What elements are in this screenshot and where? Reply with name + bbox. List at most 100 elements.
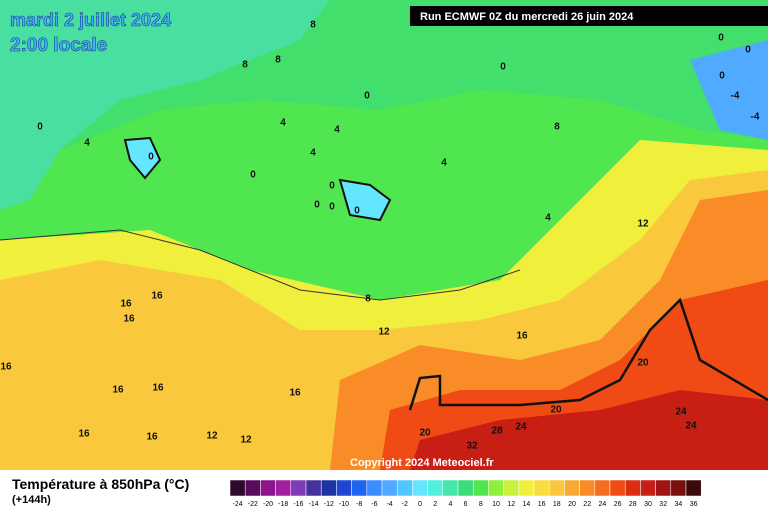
colorbar-cell (320, 479, 337, 497)
iceland (338, 178, 392, 222)
contour-label: 24 (515, 422, 527, 433)
colorbar-cell (472, 479, 489, 497)
colorbar-label: 36 (690, 501, 698, 508)
contour-label: 4 (441, 158, 447, 169)
contour-label: 12 (378, 327, 390, 338)
colorbar-cell (229, 479, 246, 497)
contour-label: 16 (289, 388, 301, 399)
colorbar-label: -2 (402, 501, 408, 508)
colorbar-label: 8 (479, 501, 483, 508)
contour-label: 16 (120, 299, 132, 310)
colorbar-cell (655, 479, 672, 497)
contour-label: 8 (310, 20, 316, 31)
contour-label: 0 (364, 91, 370, 102)
colorbar-label: 28 (629, 501, 637, 508)
colorbar-cell (670, 479, 687, 497)
isotherm-20 (408, 297, 768, 411)
contour-label: 16 (112, 385, 124, 396)
colorbar-cell (366, 479, 383, 497)
contour-label: 4 (545, 213, 551, 224)
contour-label: -4 (751, 112, 760, 123)
contour-label: 24 (685, 421, 697, 432)
contour-label: 28 (491, 426, 503, 437)
colorbar-cell (275, 479, 292, 497)
colorbar-label: 14 (523, 501, 531, 508)
colorbar-cell (685, 479, 702, 497)
coastline (0, 229, 521, 301)
colorbar-label: 2 (433, 501, 437, 508)
contour-label: 12 (637, 219, 649, 230)
colorbar-label: 4 (448, 501, 452, 508)
contour-label: 32 (466, 441, 478, 452)
contour-label: 20 (637, 358, 649, 369)
colorbar-cell (609, 479, 626, 497)
cold-island (123, 136, 162, 180)
colorbar-label: 32 (659, 501, 667, 508)
colorbar-label: 22 (583, 501, 591, 508)
colorbar-label: 0 (418, 501, 422, 508)
contour-label: 0 (354, 206, 360, 217)
contour-label: 8 (242, 60, 248, 71)
contour-label: 8 (365, 294, 371, 305)
colorbar-label: 12 (507, 501, 515, 508)
colorbar-label: 16 (538, 501, 546, 508)
cool-area (0, 0, 768, 210)
contour-label: 4 (84, 138, 90, 149)
colorbar-label: -24 (233, 501, 243, 508)
contour-label: 20 (419, 428, 431, 439)
contour-label: 0 (329, 202, 335, 213)
colorbar-cell (624, 479, 641, 497)
colorbar-cell (564, 479, 580, 497)
contour-label: 4 (310, 148, 316, 159)
colorbar-label: 6 (464, 501, 468, 508)
contour-label: 0 (719, 71, 725, 82)
colorbar-cell (290, 479, 307, 497)
legend-title: Température à 850hPa (°C) (12, 476, 189, 492)
colorbar-cell (351, 479, 368, 497)
colorbar-label: -14 (309, 501, 319, 508)
contour-label: 0 (718, 33, 724, 44)
contour-label: 8 (275, 55, 281, 66)
colorbar-cell (412, 479, 428, 497)
colorbar-label: 26 (614, 501, 622, 508)
colorbar-label: -22 (248, 501, 258, 508)
map-time: 2:00 locale (10, 35, 107, 56)
colorbar-label: 20 (568, 501, 576, 508)
run-box (410, 6, 768, 26)
colorbar-label: -8 (356, 501, 362, 508)
contour-label: 0 (314, 200, 320, 211)
colorbar-cell (260, 479, 276, 497)
colorbar-cell (427, 479, 444, 497)
colorbar: -24 -22 -20 -18 -16 -14 -12 -10 -8 -6 -4 -2 0 2 4 6 8 10 1… (229, 479, 702, 508)
contour-label: 0 (148, 152, 154, 163)
colorbar-cell (381, 479, 398, 497)
map-date: mardi 2 juillet 2024 (10, 10, 171, 30)
contour-label: 20 (550, 405, 562, 416)
colorbar-label: -16 (293, 501, 303, 508)
colorbar-label: -12 (324, 501, 334, 508)
colorbar-cell (533, 479, 550, 497)
colorbar-cell (594, 479, 611, 497)
contour-label: 12 (240, 435, 252, 446)
contour-label: 16 (78, 429, 90, 440)
colorbar-cell (640, 479, 656, 497)
contour-label: 8 (554, 122, 560, 133)
colorbar-cell (244, 479, 261, 497)
contour-label: 16 (146, 432, 158, 443)
contour-label: 16 (151, 291, 163, 302)
legend-subtitle: (+144h) (12, 494, 51, 506)
colorbar-cell (457, 479, 474, 497)
contour-label: 4 (280, 118, 286, 129)
contour-label: 0 (745, 45, 751, 56)
cold-core (690, 40, 768, 140)
contour-label: 16 (0, 362, 12, 373)
contour-label: 0 (250, 170, 256, 181)
contour-label: 0 (500, 62, 506, 73)
colorbar-label: 34 (675, 501, 683, 508)
colorbar-label: 30 (644, 501, 652, 508)
hottest-area (410, 390, 768, 470)
contour-label: 16 (152, 383, 164, 394)
contour-label: 24 (675, 407, 687, 418)
contour-label: 0 (329, 181, 335, 192)
